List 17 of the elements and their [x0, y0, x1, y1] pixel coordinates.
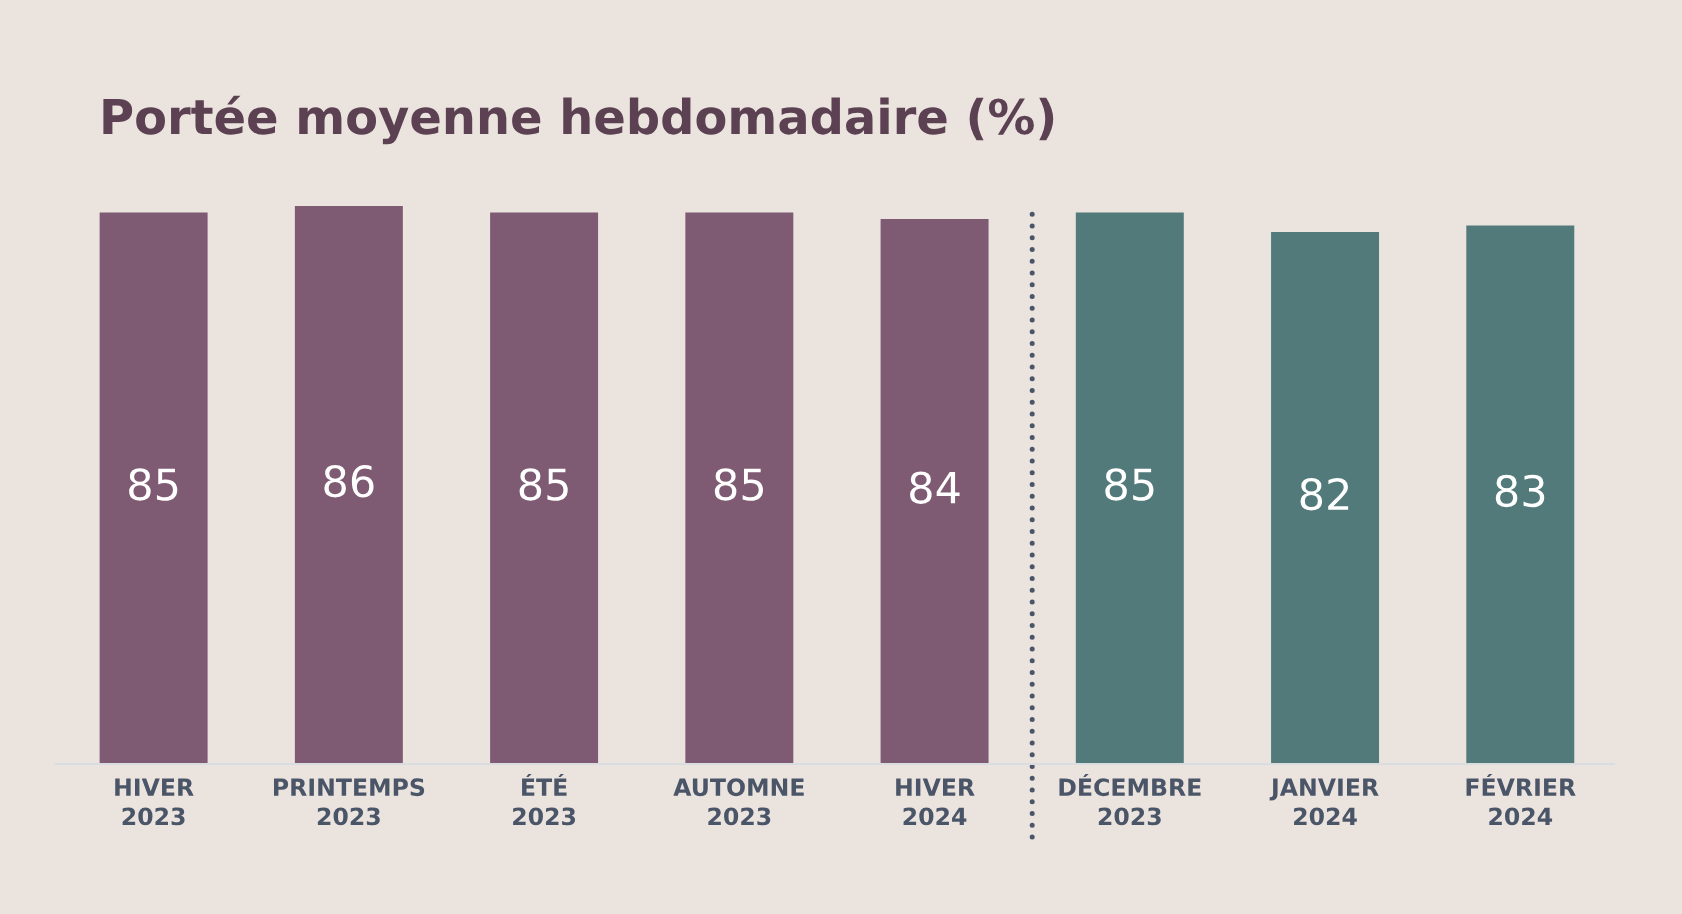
x-tick-label: ÉTÉ 2023 [513, 773, 576, 826]
x-tick-label: HIVER 2024 [896, 778, 975, 826]
x-tick-label: DÉCEMBRE 2023 [1059, 773, 1201, 826]
data-label: 85 [519, 468, 568, 501]
x-tick-label: JANVIER 2024 [1269, 778, 1379, 826]
x-tick-label: FÉVRIER 2024 [1466, 773, 1576, 826]
data-label: 84 [910, 471, 960, 504]
data-label: 85 [129, 468, 178, 501]
x-tick-label: AUTOMNE 2023 [673, 778, 804, 826]
data-label: 86 [324, 464, 374, 498]
data-label: 82 [1300, 477, 1349, 511]
chart-title: Portée moyenne hebdomadaire (%) [103, 95, 1054, 145]
data-label: 85 [1105, 468, 1154, 501]
x-tick-label: HIVER 2023 [115, 778, 194, 826]
data-label: 85 [714, 468, 763, 501]
data-label: 83 [1495, 474, 1545, 508]
x-tick-label: PRINTEMPS 2023 [273, 778, 425, 826]
